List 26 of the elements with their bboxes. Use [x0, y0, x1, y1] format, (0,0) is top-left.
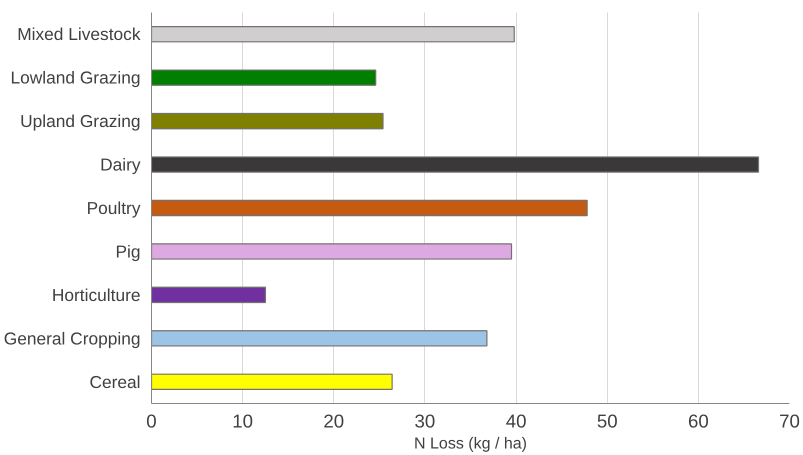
bar [152, 69, 376, 86]
y-tick-label: Mixed Livestock [17, 24, 141, 44]
y-tick-label: Poultry [86, 198, 141, 218]
y-tick-label: General Cropping [4, 328, 140, 348]
bar [152, 156, 760, 173]
x-tick-label: 0 [146, 410, 157, 432]
x-tick-label: 10 [232, 410, 254, 432]
y-tick-label: Upland Grazing [20, 111, 141, 132]
bar [152, 330, 488, 347]
y-tick-label: Cereal [89, 372, 140, 392]
x-axis-title: N Loss (kg / ha) [414, 436, 527, 452]
bar [152, 200, 588, 216]
bar [152, 374, 393, 390]
y-tick-label: Lowland Grazing [10, 68, 141, 88]
x-tick-label: 40 [506, 410, 526, 432]
x-tick-label: 70 [779, 410, 800, 432]
x-tick-label: 30 [414, 410, 436, 432]
x-tick-label: 60 [688, 410, 709, 432]
y-tick-label: Dairy [100, 154, 141, 175]
y-tick-label: Horticulture [52, 284, 141, 305]
x-tick-label: 20 [323, 410, 344, 432]
x-tick-label: 50 [596, 410, 618, 432]
bar [152, 112, 384, 130]
bar [152, 286, 266, 304]
y-tick-label: Pig [115, 241, 140, 262]
bar [152, 243, 512, 260]
